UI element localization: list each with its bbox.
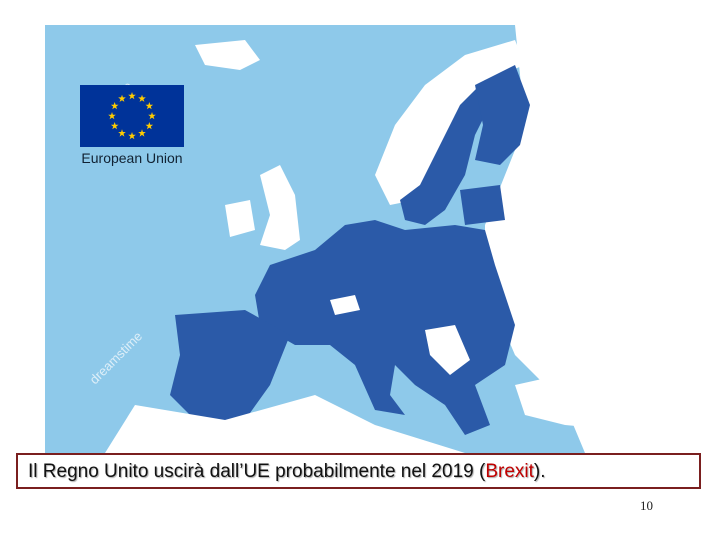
caption-highlight: Brexit bbox=[485, 461, 534, 482]
flag-star bbox=[108, 112, 116, 120]
flag-star bbox=[110, 102, 119, 110]
flag-star bbox=[110, 122, 119, 130]
caption-text: Il Regno Unito uscirà dall’UE probabilme… bbox=[28, 461, 486, 482]
caption: Il Regno Unito uscirà dall’UE probabilme… bbox=[16, 453, 701, 489]
flag-star bbox=[118, 129, 126, 137]
flag-star bbox=[118, 94, 126, 102]
flag-star bbox=[128, 132, 136, 140]
flag-star bbox=[145, 102, 154, 110]
flag-star bbox=[145, 122, 154, 130]
flag-star bbox=[138, 129, 146, 137]
page-number: 10 bbox=[640, 498, 653, 513]
flag-star bbox=[128, 92, 136, 100]
flag-star bbox=[148, 112, 156, 120]
caption-text: ). bbox=[533, 461, 546, 482]
eu-map: dreamstime dreamstime European Union bbox=[45, 25, 677, 453]
flag-star bbox=[138, 94, 146, 102]
flag-label: European Union bbox=[81, 150, 182, 166]
